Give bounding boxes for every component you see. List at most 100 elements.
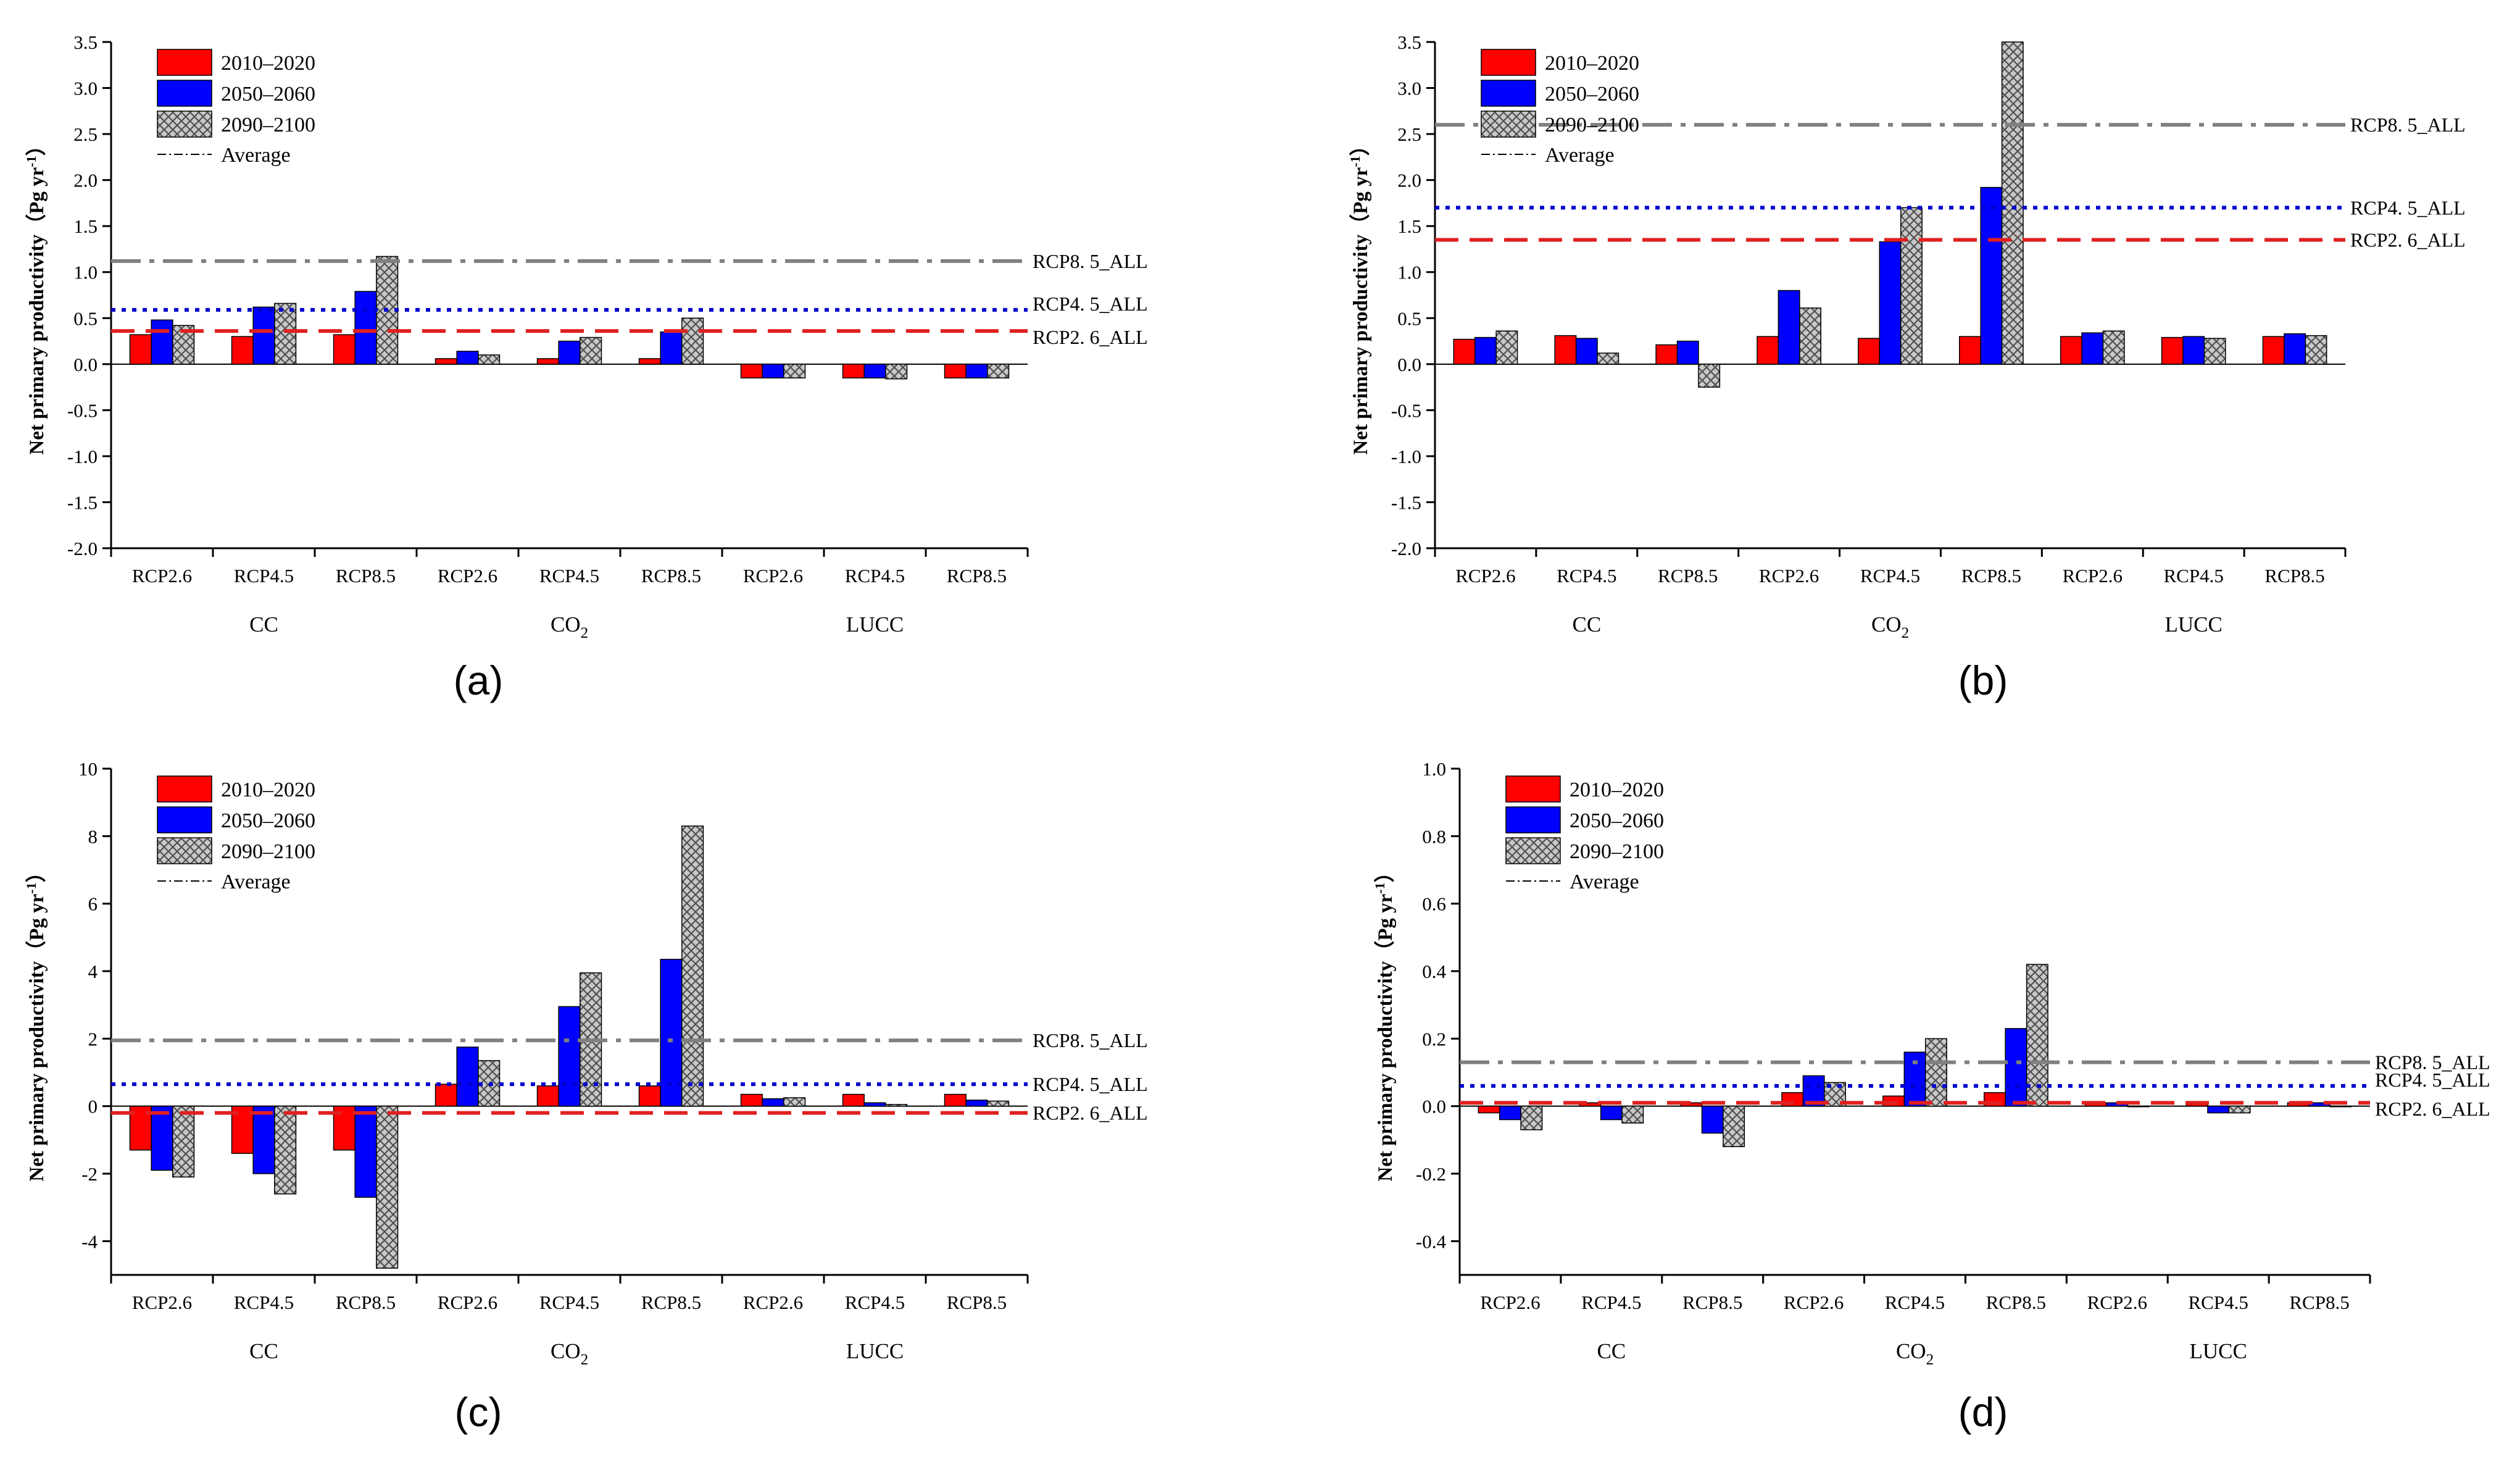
group-label-text: CO xyxy=(1871,612,1902,637)
bar-2050-2060 xyxy=(1600,1105,1623,1121)
x-tick-label: RCP8.5 xyxy=(641,565,701,587)
y-axis-label: Net primary productivity（Pg yr-1） xyxy=(1372,862,1397,1181)
bar-2010-2020 xyxy=(1453,338,1476,365)
legend-swatch xyxy=(1505,837,1561,864)
x-tick-label: RCP2.6 xyxy=(438,1292,497,1313)
legend-label: 2090–2100 xyxy=(221,840,315,863)
x-tick-label: RCP4.5 xyxy=(2163,565,2223,587)
panel-label: (b) xyxy=(1958,658,2008,703)
x-tick-label: RCP4.5 xyxy=(539,1292,599,1313)
bar-2050-2060 xyxy=(660,331,683,365)
bar-2050-2060 xyxy=(456,1046,479,1107)
y-tick-label: 6 xyxy=(88,893,98,915)
bar-2050-2060 xyxy=(456,351,479,365)
y-tick-label: 0.0 xyxy=(1397,354,1421,375)
bar-2050-2060 xyxy=(1474,336,1497,365)
y-tick-label: 3.0 xyxy=(1397,78,1421,99)
legend-label: 2090–2100 xyxy=(1570,840,1664,863)
bar-2050-2060 xyxy=(863,1102,886,1107)
y-tick-label: -1.0 xyxy=(67,446,98,467)
y-tick-label: 0 xyxy=(88,1096,98,1117)
y-axis-label-text: Net primary productivity（Pg yr xyxy=(1374,894,1397,1182)
bar-2010-2020 xyxy=(1959,336,1981,365)
x-tick-label: RCP2.6 xyxy=(2087,1292,2147,1313)
bar-2090-2100 xyxy=(1597,353,1620,365)
group-label-text: LUCC xyxy=(846,1339,904,1363)
group-label-subscript: 2 xyxy=(1926,1351,1934,1368)
y-tick-label: 0.4 xyxy=(1422,961,1446,982)
bar-2090-2100 xyxy=(2305,335,2327,365)
bar-2050-2060 xyxy=(1778,290,1800,365)
bar-2090-2100 xyxy=(1698,364,1721,388)
legend-label: 2050–2060 xyxy=(221,83,315,106)
bar-2010-2020 xyxy=(2060,336,2082,365)
x-tick-label: RCP2.6 xyxy=(132,1292,192,1313)
reference-line-label: RCP2. 6_ALL xyxy=(2375,1098,2490,1120)
reference-line-label: RCP2. 6_ALL xyxy=(1033,326,1148,348)
y-tick-label: 2.5 xyxy=(73,123,98,145)
bar-2090-2100 xyxy=(681,825,704,1107)
bar-2090-2100 xyxy=(2329,1105,2352,1108)
bar-2010-2020 xyxy=(2161,336,2184,365)
bar-2090-2100 xyxy=(2001,41,2024,365)
reference-line-label: RCP2. 6_ALL xyxy=(1033,1102,1148,1124)
bar-2050-2060 xyxy=(1903,1051,1926,1107)
bar-2010-2020 xyxy=(1858,338,1881,365)
legend-swatch xyxy=(157,111,212,138)
y-tick-label: 2.0 xyxy=(73,170,98,191)
panel-label: (c) xyxy=(455,1389,502,1435)
x-tick-label: RCP2.6 xyxy=(1759,565,1819,587)
y-tick-label: -2.0 xyxy=(67,538,98,559)
reference-line-label: RCP4. 5_ALL xyxy=(2350,196,2466,219)
y-tick-label: 1.0 xyxy=(1397,262,1421,283)
x-tick-label: RCP2.6 xyxy=(743,565,803,587)
legend-label: 2010–2020 xyxy=(221,52,315,75)
bar-2090-2100 xyxy=(2102,330,2125,365)
y-tick-label: -0.5 xyxy=(1391,399,1421,421)
legend-label: 2010–2020 xyxy=(1570,779,1664,801)
legend-average-label: Average xyxy=(1570,871,1639,893)
x-tick-label: RCP8.5 xyxy=(336,1292,396,1313)
bar-2010-2020 xyxy=(1655,344,1678,365)
bar-2090-2100 xyxy=(2026,964,2048,1107)
bar-2050-2060 xyxy=(151,1105,173,1171)
bar-2050-2060 xyxy=(2005,1028,2027,1107)
group-label-text: CO xyxy=(1896,1339,1926,1363)
legend-label: 2050–2060 xyxy=(1570,809,1664,832)
bar-2010-2020 xyxy=(536,358,559,365)
reference-line-label: RCP2. 6_ALL xyxy=(2350,229,2466,251)
x-tick-label: RCP4.5 xyxy=(2188,1292,2248,1313)
bar-2050-2060 xyxy=(558,1006,581,1107)
y-axis-label-text: Net primary productivity（Pg yr xyxy=(25,894,48,1182)
y-tick-label: 0.0 xyxy=(1422,1096,1446,1117)
bar-2010-2020 xyxy=(842,364,865,378)
legend-label: 2010–2020 xyxy=(1545,52,1639,75)
group-label: CC xyxy=(249,1339,278,1363)
y-tick-label: -1.5 xyxy=(1391,491,1421,513)
bar-2090-2100 xyxy=(1799,307,1821,365)
reference-line-label: RCP4. 5_ALL xyxy=(2375,1069,2490,1091)
legend-average-label: Average xyxy=(221,871,291,893)
y-tick-label: 1.0 xyxy=(73,262,98,283)
y-tick-label: -2.0 xyxy=(1391,538,1421,559)
x-tick-label: RCP2.6 xyxy=(132,565,192,587)
y-tick-label: -4 xyxy=(81,1230,98,1252)
y-axis-label-superscript: -1 xyxy=(23,156,39,167)
y-tick-label: 10 xyxy=(78,758,98,780)
x-tick-label: RCP8.5 xyxy=(641,1292,701,1313)
bar-2050-2060 xyxy=(1575,338,1598,365)
bar-2090-2100 xyxy=(1495,330,1518,365)
bar-2090-2100 xyxy=(478,354,501,365)
y-tick-label: 8 xyxy=(88,825,98,847)
bar-2010-2020 xyxy=(740,1093,763,1107)
x-tick-label: RCP8.5 xyxy=(1682,1292,1742,1313)
x-tick-label: RCP2.6 xyxy=(743,1292,803,1313)
legend-swatch xyxy=(157,806,212,833)
y-axis-label-superscript: -1 xyxy=(1347,156,1363,167)
group-label-subscript: 2 xyxy=(1902,625,1910,641)
bar-2050-2060 xyxy=(2207,1105,2230,1114)
group-label: CC xyxy=(249,612,278,637)
x-tick-label: RCP8.5 xyxy=(2264,565,2324,587)
bar-2050-2060 xyxy=(2182,336,2205,365)
